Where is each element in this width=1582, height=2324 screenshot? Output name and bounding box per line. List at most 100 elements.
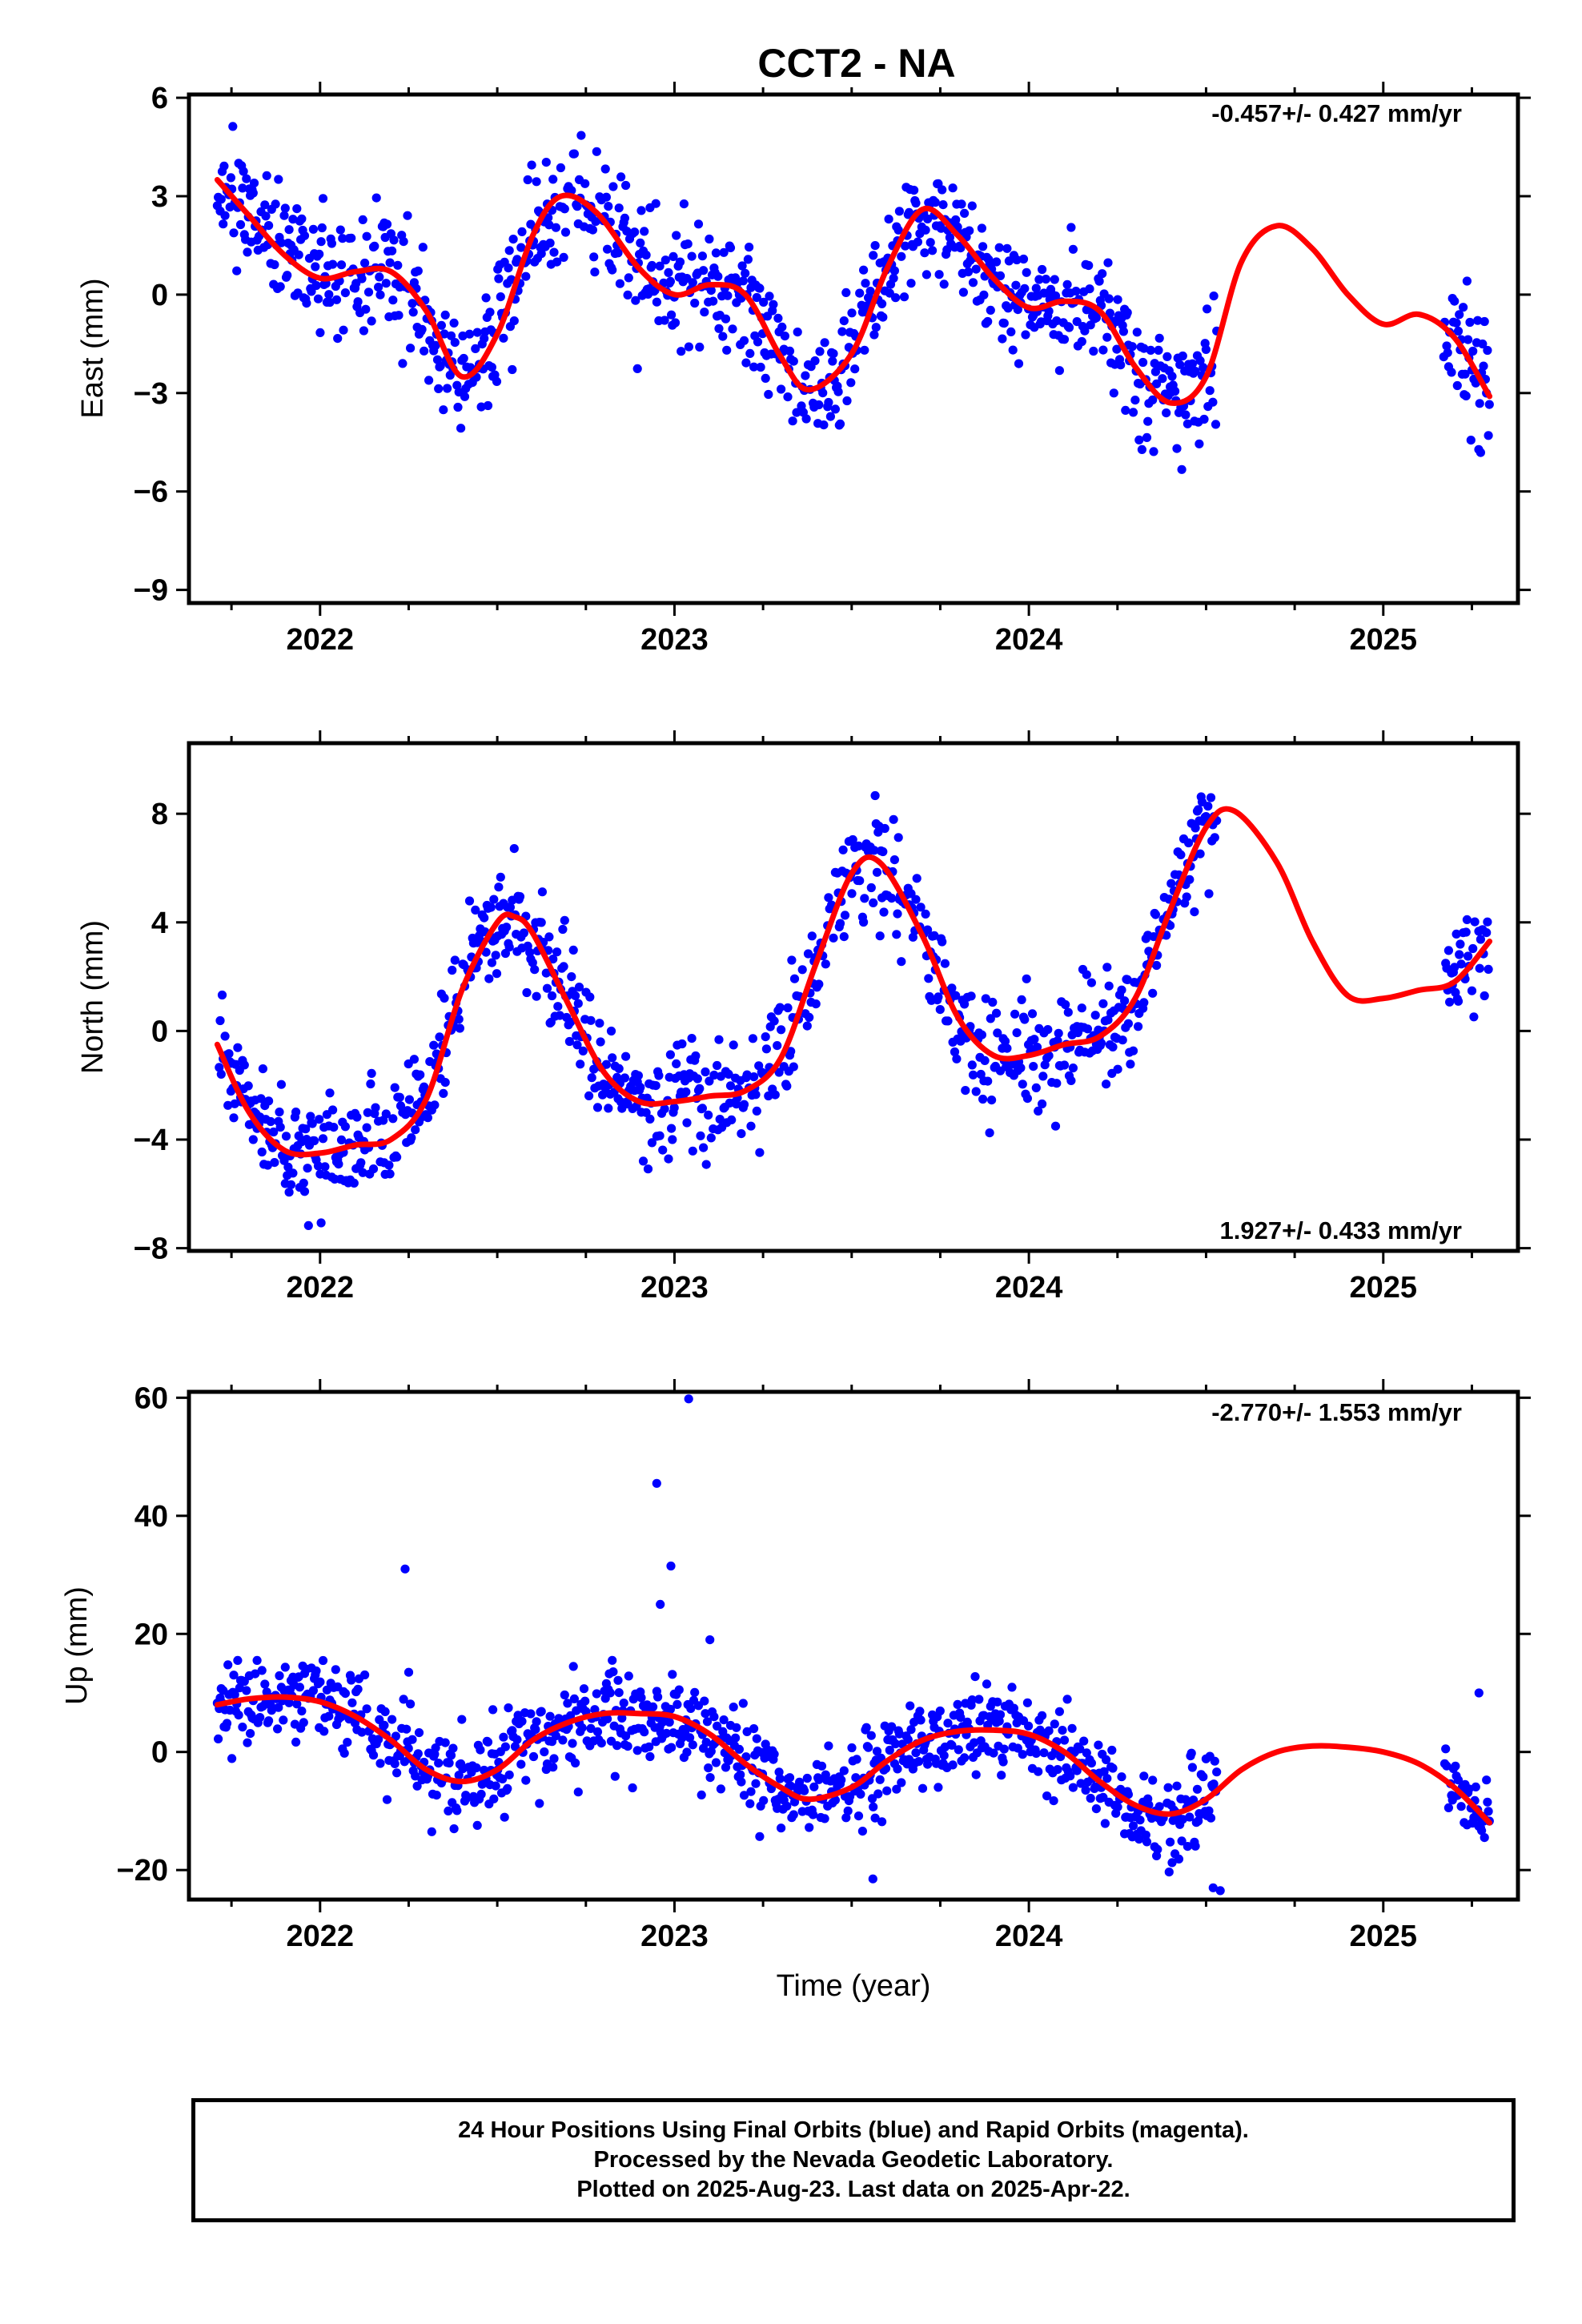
north-data-point	[860, 894, 869, 903]
north-data-point	[705, 1076, 714, 1086]
up-data-point	[449, 1824, 459, 1834]
north-data-point	[340, 1122, 350, 1132]
north-data-point	[325, 1088, 335, 1098]
east-data-point	[725, 243, 736, 252]
north-data-point	[709, 1070, 719, 1080]
up-data-point	[742, 1727, 752, 1736]
north-data-point	[1475, 963, 1484, 973]
up-data-point	[440, 1738, 450, 1747]
east-data-point	[631, 296, 640, 305]
north-data-point	[1134, 1022, 1143, 1031]
east-data-point	[311, 262, 320, 271]
east-data-point	[1158, 374, 1167, 384]
north-data-point	[786, 1047, 796, 1056]
north-data-point	[310, 1136, 319, 1146]
up-data-point	[260, 1679, 270, 1689]
up-data-point	[573, 1787, 583, 1797]
east-data-point	[1453, 326, 1464, 336]
up-data-point	[775, 1774, 785, 1783]
up-data-point	[997, 1771, 1006, 1780]
up-data-point	[368, 1751, 379, 1760]
east-data-point	[560, 227, 571, 237]
north-data-point	[587, 1073, 596, 1083]
north-data-point	[220, 1031, 230, 1041]
north-data-point	[1185, 875, 1195, 884]
east-data-point	[381, 279, 391, 288]
east-data-point	[456, 424, 466, 433]
up-data-point	[1079, 1736, 1089, 1746]
up-data-point	[839, 1766, 849, 1775]
up-data-point	[947, 1740, 957, 1750]
up-data-point	[817, 1761, 827, 1771]
up-data-point	[414, 1728, 424, 1738]
east-data-point	[741, 358, 751, 368]
north-data-point	[621, 1051, 631, 1061]
east-data-point	[358, 215, 367, 224]
east-data-point	[921, 225, 930, 235]
east-data-point	[765, 292, 774, 301]
east-data-point	[375, 272, 384, 282]
east-data-point	[336, 260, 347, 270]
up-data-point	[809, 1782, 819, 1791]
east-data-point	[405, 344, 416, 353]
north-data-point	[729, 1040, 738, 1050]
east-data-point	[894, 207, 904, 216]
up-data-point	[1139, 1771, 1149, 1781]
up-data-point	[690, 1687, 700, 1697]
north-data-point	[1027, 1009, 1038, 1019]
east-data-point	[327, 239, 336, 248]
up-data-point	[962, 1717, 972, 1727]
north-data-point	[248, 1135, 258, 1144]
east-data-point	[453, 402, 463, 412]
east-data-point	[1146, 345, 1155, 355]
east-data-point	[613, 248, 623, 258]
up-data-point	[413, 1749, 423, 1759]
up-outlier-point	[1215, 1886, 1225, 1896]
east-data-point	[661, 255, 670, 265]
north-data-point	[869, 846, 879, 855]
up-data-point	[374, 1735, 383, 1744]
north-data-point	[606, 1026, 616, 1036]
east-data-point	[288, 215, 298, 224]
east-data-point	[884, 215, 893, 224]
east-ytick-label: 3	[151, 180, 168, 214]
north-ytick-label: −4	[134, 1124, 168, 1157]
east-data-point	[483, 400, 493, 411]
east-data-point	[353, 297, 363, 307]
up-data-point	[500, 1812, 509, 1822]
up-data-point	[700, 1696, 709, 1706]
north-data-point	[1038, 1099, 1047, 1109]
up-data-point	[903, 1735, 913, 1744]
up-data-point	[1480, 1833, 1489, 1843]
up-data-point	[472, 1820, 482, 1830]
up-data-point	[709, 1712, 719, 1722]
up-data-point	[243, 1738, 252, 1747]
north-data-point	[448, 965, 457, 975]
up-data-point	[431, 1743, 440, 1753]
east-data-point	[591, 217, 600, 227]
east-data-point	[815, 347, 825, 356]
north-data-point	[677, 1039, 687, 1049]
east-data-point	[938, 200, 948, 210]
up-data-point	[357, 1727, 367, 1737]
up-outlier-point	[705, 1635, 715, 1645]
north-data-point	[701, 1160, 711, 1169]
north-data-point	[636, 1083, 645, 1092]
north-data-point	[263, 1160, 272, 1170]
east-data-point	[904, 207, 914, 217]
east-data-point	[683, 239, 693, 249]
east-data-point	[504, 246, 514, 255]
north-data-point	[923, 925, 933, 935]
up-data-point	[934, 1783, 943, 1792]
east-data-point	[552, 257, 562, 267]
east-data-point	[956, 243, 966, 253]
north-data-point	[1206, 793, 1216, 802]
north-data-point	[1469, 1012, 1479, 1022]
east-data-point	[569, 149, 580, 159]
east-data-point	[556, 163, 566, 173]
up-data-point	[1178, 1815, 1187, 1824]
up-data-point	[1484, 1807, 1493, 1816]
east-data-point	[328, 259, 338, 269]
east-data-point	[968, 278, 978, 287]
east-data-point	[420, 346, 429, 356]
